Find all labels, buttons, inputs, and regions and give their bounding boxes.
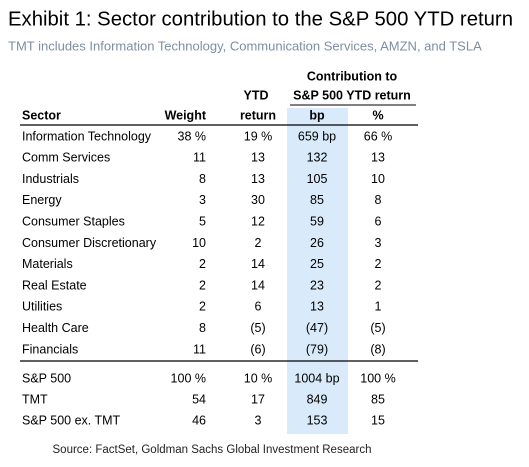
cell: 10 (371, 172, 385, 186)
cell: 2 (375, 257, 382, 271)
cell: Utilities (22, 300, 62, 314)
cell: 2 (375, 278, 382, 292)
cell: 59 (310, 214, 324, 228)
column-header: Weight (165, 108, 207, 122)
cell: 13 (310, 300, 324, 314)
cell: 13 (371, 151, 385, 165)
header-top: YTD (244, 88, 269, 102)
cell: 6 (375, 214, 382, 228)
summary-cell: TMT (22, 392, 48, 406)
cell: 10 (192, 236, 206, 250)
summary-cell: 153 (307, 414, 328, 428)
cell: 11 (193, 342, 206, 356)
cell: (6) (250, 342, 265, 356)
cell: (79) (306, 342, 328, 356)
cell: (5) (250, 321, 265, 335)
cell: 85 (310, 193, 324, 207)
summary-cell: 46 (192, 414, 206, 428)
cell: 2 (255, 236, 262, 250)
cell: 2 (199, 300, 206, 314)
header-group: Contribution to (307, 69, 398, 83)
cell: 1 (375, 300, 382, 314)
cell: Real Estate (22, 278, 87, 292)
cell: 132 (307, 151, 328, 165)
cell: 13 (251, 172, 265, 186)
cell: 659 bp (298, 129, 336, 143)
cell: 19 % (244, 129, 273, 143)
summary-cell: 3 (255, 414, 262, 428)
summary-cell: 10 % (244, 371, 273, 385)
summary-cell: 849 (307, 392, 328, 406)
cell: Industrials (22, 172, 79, 186)
summary-cell: 85 (371, 392, 385, 406)
summary-cell: S&P 500 ex. TMT (22, 414, 121, 428)
cell: Information Technology (22, 129, 152, 143)
bp-highlight (287, 108, 348, 434)
subtitle: TMT includes Information Technology, Com… (8, 38, 482, 53)
cell: 8 (199, 321, 206, 335)
cell: 14 (251, 278, 265, 292)
cell: 2 (199, 257, 206, 271)
cell: Health Care (22, 321, 89, 335)
cell: 38 % (178, 129, 207, 143)
cell: 2 (199, 278, 206, 292)
column-header: bp (309, 108, 325, 122)
cell: 8 (375, 193, 382, 207)
cell: 105 (307, 172, 328, 186)
cell: Comm Services (22, 151, 110, 165)
header-top: S&P 500 YTD return (293, 88, 411, 102)
cell: 6 (255, 300, 262, 314)
cell: 26 (310, 236, 324, 250)
cell: 8 (199, 172, 206, 186)
cell: Consumer Discretionary (22, 236, 157, 250)
cell: 25 (310, 257, 324, 271)
cell: Consumer Staples (22, 214, 125, 228)
summary-cell: 1004 bp (294, 371, 339, 385)
column-header: % (372, 108, 383, 122)
cell: 3 (199, 193, 206, 207)
cell: Energy (22, 193, 62, 207)
cell: 12 (251, 214, 265, 228)
source: Source: FactSet, Goldman Sachs Global In… (53, 444, 372, 456)
cell: 11 (193, 151, 206, 165)
cell: 13 (251, 151, 265, 165)
cell: 3 (375, 236, 382, 250)
column-header: return (240, 108, 276, 122)
summary-cell: 100 % (171, 371, 206, 385)
summary-cell: 100 % (360, 371, 395, 385)
cell: 5 (199, 214, 206, 228)
summary-cell: 15 (371, 414, 385, 428)
title: Exhibit 1: Sector contribution to the S&… (8, 8, 513, 30)
summary-cell: 17 (251, 392, 265, 406)
cell: (5) (370, 321, 385, 335)
cell: 14 (251, 257, 265, 271)
cell: Financials (22, 342, 78, 356)
cell: (47) (306, 321, 328, 335)
summary-cell: 54 (192, 392, 206, 406)
column-header: Sector (22, 108, 61, 122)
cell: 30 (251, 193, 265, 207)
cell: 66 % (364, 129, 393, 143)
cell: Materials (22, 257, 73, 271)
cell: 23 (310, 278, 324, 292)
cell: (8) (370, 342, 385, 356)
summary-cell: S&P 500 (22, 371, 71, 385)
